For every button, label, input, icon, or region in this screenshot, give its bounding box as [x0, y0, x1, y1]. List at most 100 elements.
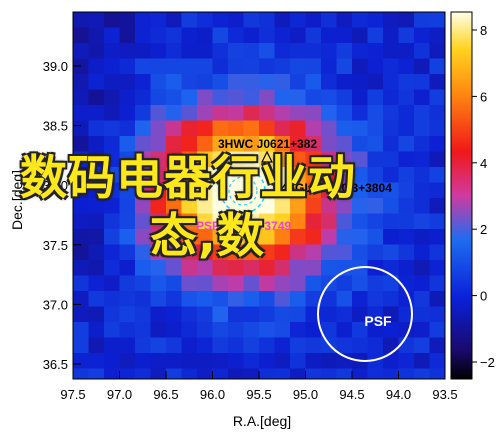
heatmap-cell — [336, 27, 353, 44]
heatmap-cell — [150, 229, 167, 246]
heatmap-cell — [73, 182, 90, 199]
heatmap-cell — [274, 27, 291, 44]
heatmap-cell — [336, 120, 353, 137]
colorbar-tick-label: 4 — [480, 156, 487, 171]
heatmap-cell — [197, 105, 214, 122]
heatmap-cell — [367, 151, 384, 168]
heatmap-cell — [181, 198, 198, 215]
heatmap-cell — [305, 151, 322, 168]
heatmap-cell — [321, 353, 338, 370]
heatmap-cell — [398, 105, 415, 122]
heatmap-cell — [197, 229, 214, 246]
heatmap-cell — [104, 182, 121, 199]
heatmap-cell — [228, 244, 245, 261]
heatmap-cell — [336, 136, 353, 153]
heatmap-cell — [197, 275, 214, 292]
heatmap-cell — [150, 58, 167, 75]
heatmap-cell — [166, 182, 183, 199]
heatmap-cell — [73, 244, 90, 261]
heatmap-cell — [398, 244, 415, 261]
heatmap-cell — [367, 105, 384, 122]
heatmap-cell — [383, 322, 400, 339]
heatmap-cell — [367, 322, 384, 339]
heatmap-cell — [212, 368, 229, 379]
heatmap-cell — [429, 198, 445, 215]
heatmap-cell — [212, 322, 229, 339]
colorbar-tick-label: 2 — [480, 222, 487, 237]
heatmap-cell — [429, 182, 445, 199]
heatmap-cell — [135, 368, 152, 379]
x-tick-label: 94.0 — [386, 387, 411, 402]
heatmap-cell — [88, 151, 105, 168]
heatmap-cell — [73, 151, 90, 168]
colorbar-tick-label: 0 — [480, 289, 487, 304]
heatmap-cell — [166, 229, 183, 246]
heatmap-cell — [429, 368, 445, 379]
heatmap-cell — [290, 105, 307, 122]
heatmap-cell — [181, 306, 198, 323]
heatmap-cell — [398, 43, 415, 60]
heatmap-cell — [290, 89, 307, 106]
heatmap-cell — [429, 337, 445, 354]
heatmap-cell — [150, 322, 167, 339]
heatmap-cell — [197, 136, 214, 153]
heatmap-cell — [259, 43, 276, 60]
heatmap-cell — [88, 275, 105, 292]
heatmap-cell — [352, 291, 369, 308]
x-axis: 97.5 97.0 96.5 96.0 95.5 95.0 94.5 94.0 93.5 — [60, 371, 458, 402]
heatmap-cell — [104, 291, 121, 308]
heatmap-cell — [212, 136, 229, 153]
heatmap-cell — [212, 337, 229, 354]
heatmap-cell — [274, 182, 291, 199]
y-tick-label: 36.5 — [43, 357, 68, 372]
psf-circle — [317, 266, 413, 362]
heatmap-cell — [321, 291, 338, 308]
heatmap-cell — [104, 43, 121, 60]
heatmap-cell — [305, 12, 322, 29]
heatmap-cell — [104, 120, 121, 137]
heatmap-cell — [243, 306, 260, 323]
heatmap-cell — [73, 213, 90, 230]
heatmap-cell — [135, 58, 152, 75]
heatmap-cell — [166, 58, 183, 75]
heatmap-cell — [104, 74, 121, 91]
heatmap-cell — [383, 74, 400, 91]
heatmap-cell — [352, 43, 369, 60]
heatmap-cell — [383, 58, 400, 75]
y-tick-label: 37.0 — [43, 297, 68, 312]
heatmap-cell — [119, 275, 136, 292]
heatmap-cell — [429, 291, 445, 308]
heatmap-cell — [73, 136, 90, 153]
heatmap-cell — [414, 182, 431, 199]
heatmap-cell — [228, 213, 245, 230]
psr-marker-icon — [231, 210, 241, 221]
heatmap-cell — [150, 105, 167, 122]
heatmap-cell — [135, 244, 152, 261]
heatmap-cell — [135, 337, 152, 354]
heatmap-cell — [212, 105, 229, 122]
heatmap-cell — [398, 58, 415, 75]
heatmap-cell — [197, 120, 214, 137]
x-tick-label: 94.5 — [339, 387, 364, 402]
heatmap-cell — [305, 105, 322, 122]
heatmap-cell — [398, 260, 415, 277]
heatmap-cell — [88, 167, 105, 184]
x-axis-title: R.A.[deg] — [233, 413, 291, 429]
heatmap-cell — [336, 353, 353, 370]
heatmap-cell — [259, 182, 276, 199]
heatmap-cell — [119, 151, 136, 168]
heatmap-cell — [73, 275, 90, 292]
heatmap-cell — [259, 58, 276, 75]
heatmap-cell — [197, 151, 214, 168]
y-tick-label: 39.0 — [43, 59, 68, 74]
heatmap-cell — [150, 89, 167, 106]
heatmap-cell — [150, 136, 167, 153]
heatmap-cell — [119, 368, 136, 379]
heatmap-cell — [414, 213, 431, 230]
heatmap-cell — [414, 353, 431, 370]
heatmap-cell — [383, 151, 400, 168]
heatmap-cell — [274, 74, 291, 91]
heatmap-cell — [336, 229, 353, 246]
hwc-marker-icon — [261, 150, 273, 163]
heatmap-cell — [274, 229, 291, 246]
